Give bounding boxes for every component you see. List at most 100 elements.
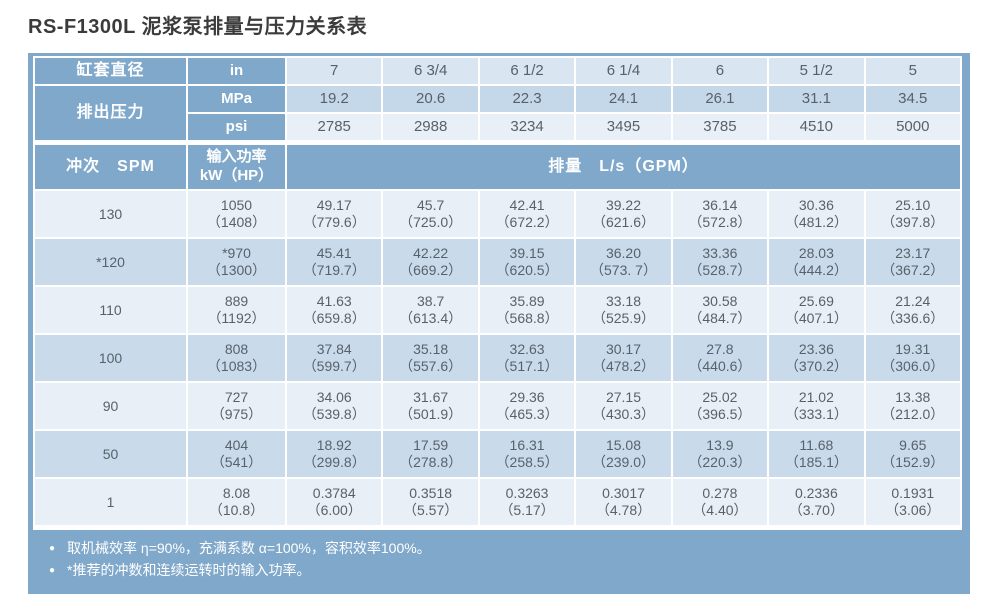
diameter-text: 6 1/2 <box>510 61 544 79</box>
flow-cell-text: （407.1） <box>784 310 848 326</box>
input-power-cell-text: （975） <box>210 406 263 422</box>
flow-cell: 25.02 （396.5） <box>672 383 768 429</box>
flow-cell-text: 34.06 <box>316 389 352 405</box>
spm-cell-text: 130 <box>98 205 123 222</box>
flow-cell-text: 21.02 <box>798 389 834 405</box>
flow-cell-text: 0.3518 <box>409 485 453 501</box>
flow-cell-text: 32.63 <box>509 341 545 357</box>
mpa-text: 20.6 <box>416 89 446 107</box>
flow-cell-text: （613.4） <box>399 310 463 326</box>
discharge-pressure-label: 排出压力 <box>35 86 186 140</box>
flow-cell-text: 13.38 <box>895 389 931 405</box>
flow-cell-text: （719.7） <box>302 262 366 278</box>
liner-diameter-text: 缸套直径 <box>76 62 145 79</box>
flow-cell-text: 23.17 <box>895 245 931 261</box>
note-row: ● *推荐的冲数和连续运转时的输入功率。 <box>49 560 952 582</box>
spm-cell: 90 <box>35 383 186 429</box>
flow-cell: 36.20 （573. 7） <box>576 239 671 285</box>
unit-in-label: in <box>188 58 285 84</box>
flow-cell: 31.67 （501.9） <box>383 383 478 429</box>
spm-cell: *120 <box>35 239 186 285</box>
flow-cell-text: （396.5） <box>688 406 752 422</box>
flow-cell-text: 21.24 <box>895 293 931 309</box>
flow-cell: 32.63 （517.1） <box>479 335 575 381</box>
spm-cell: 50 <box>35 431 186 477</box>
flow-cell: 19.31 （306.0） <box>865 335 960 381</box>
diameter-value: 7 <box>287 58 382 84</box>
diameter-value: 6 1/2 <box>479 58 575 84</box>
input-power-cell-text: （1083） <box>206 358 267 374</box>
flow-cell-text: 0.1931 <box>891 485 935 501</box>
flow-cell-text: 25.69 <box>798 293 834 309</box>
flow-cell-text: （278.8） <box>399 454 463 470</box>
spm-cell: 100 <box>35 335 186 381</box>
flow-cell: 37.84 （599.7） <box>287 335 382 381</box>
spm-header-label: 冲次 SPM <box>35 145 186 189</box>
flow-cell: 0.3784 （6.00） <box>287 479 382 525</box>
flow-cell: 30.58 （484.7） <box>672 287 768 333</box>
flow-cell-text: 35.18 <box>413 341 449 357</box>
flow-cell-text: 0.3017 <box>602 485 645 501</box>
input-power-cell-text: 889 <box>224 293 249 309</box>
flow-cell-text: （185.1） <box>784 454 848 470</box>
flow-cell: 41.63 （659.8） <box>287 287 382 333</box>
flow-cell-text: （6.00） <box>306 502 362 518</box>
flow-cell: 0.278 （4.40） <box>672 479 768 525</box>
flow-cell-text: 42.22 <box>413 245 449 261</box>
psi-value: 3495 <box>576 114 671 140</box>
flow-cell-text: （333.1） <box>784 406 848 422</box>
flow-cell-text: 16.31 <box>509 437 545 453</box>
input-power-cell-text: （1192） <box>207 310 266 326</box>
flow-cell: 45.7 （725.0） <box>383 191 478 237</box>
flow-cell-text: 27.8 <box>706 341 734 357</box>
flow-cell-text: （669.2） <box>399 262 463 278</box>
diameter-text: 6 <box>715 61 725 79</box>
input-power-cell: 727 （975） <box>188 383 285 429</box>
flow-cell-text: 49.17 <box>316 197 352 213</box>
flow-cell-text: （3.06） <box>885 502 941 518</box>
psi-text: 5000 <box>896 117 930 135</box>
flow-cell-text: 30.36 <box>798 197 834 213</box>
flow-cell-text: （367.2） <box>881 262 945 278</box>
flow-cell-text: （572.8） <box>688 214 752 230</box>
flow-cell: 23.36 （370.2） <box>769 335 864 381</box>
spm-cell-text: *120 <box>96 253 125 270</box>
input-power-cell-text: （541） <box>210 454 263 470</box>
diameter-value: 5 1/2 <box>769 58 864 84</box>
unit-in-text: in <box>229 61 244 79</box>
flow-cell-text: （5.57） <box>403 502 459 518</box>
flow-cell-text: （539.8） <box>302 406 366 422</box>
unit-psi-label: psi <box>188 114 285 140</box>
unit-mpa-text: MPa <box>221 89 252 107</box>
flow-cell: 49.17 （779.6） <box>287 191 382 237</box>
mpa-value: 34.5 <box>865 86 960 112</box>
flow-cell-text: 17.59 <box>413 437 449 453</box>
flow-cell-text: 30.58 <box>702 293 738 309</box>
input-power-header-line2: kW（HP） <box>199 167 274 184</box>
flow-cell: 21.02 （333.1） <box>769 383 864 429</box>
flow-cell-text: （621.6） <box>591 214 656 230</box>
input-power-header-label: 输入功率 kW（HP） <box>188 145 285 189</box>
spm-cell: 130 <box>35 191 186 237</box>
spm-cell: 110 <box>35 287 186 333</box>
mpa-value: 26.1 <box>672 86 768 112</box>
spm-cell-text: 90 <box>102 397 119 414</box>
flow-cell-text: （299.8） <box>302 454 366 470</box>
flow-cell-text: （370.2） <box>784 358 848 374</box>
flow-cell-text: （484.7） <box>688 310 752 326</box>
mpa-value: 31.1 <box>769 86 864 112</box>
input-power-cell: 808 （1083） <box>188 335 285 381</box>
input-power-cell: 1050 （1408） <box>188 191 285 237</box>
flow-cell-text: 31.67 <box>413 389 449 405</box>
psi-value: 2785 <box>287 114 382 140</box>
spm-header-text: 冲次 SPM <box>66 158 155 175</box>
flow-cell-text: （430.3） <box>591 406 656 422</box>
flow-cell-text: （725.0） <box>399 214 463 230</box>
flow-cell-text: （4.40） <box>692 502 748 518</box>
input-power-cell-text: 808 <box>224 341 249 357</box>
flow-cell-text: （620.5） <box>495 262 559 278</box>
flow-cell-text: （5.17） <box>499 502 555 518</box>
flow-cell-text: （481.2） <box>784 214 848 230</box>
diameter-value: 6 1/4 <box>576 58 671 84</box>
flow-cell-text: （528.7） <box>688 262 752 278</box>
